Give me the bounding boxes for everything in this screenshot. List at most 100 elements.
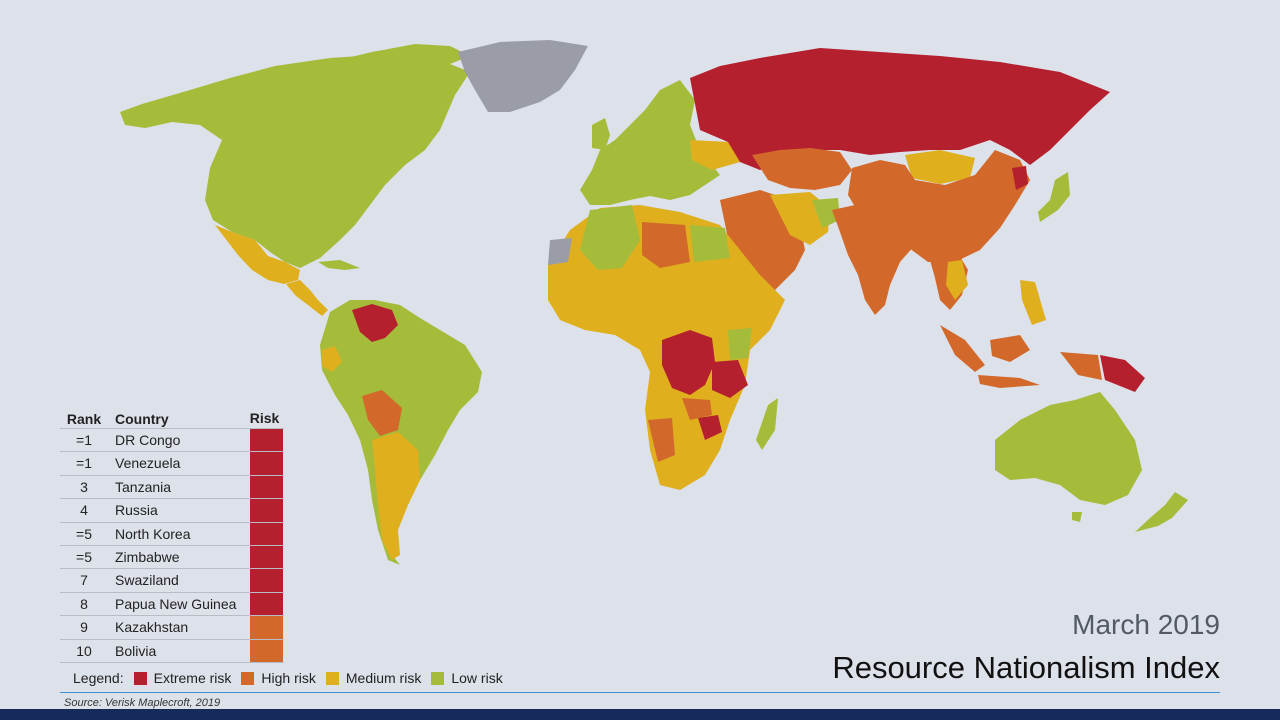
east-africa-low (728, 328, 752, 360)
table-row: 9 Kazakhstan (60, 615, 284, 639)
divider-line (60, 692, 1220, 693)
country-cell: Venezuela (115, 455, 181, 472)
country-cell: Russia (115, 502, 158, 519)
bolivia-region (362, 390, 402, 436)
europe-region (580, 80, 720, 205)
source-note: Source: Verisk Maplecroft, 2019 (64, 697, 221, 709)
legend-item-low: Low risk (431, 670, 503, 686)
table-row: =5 North Korea (60, 521, 284, 545)
legend-item-medium: Medium risk (325, 670, 422, 686)
rank-cell: =1 (76, 432, 92, 448)
mongolia-region (905, 150, 975, 184)
risk-swatch (250, 499, 283, 522)
ranking-table: Rank Country Risk =1 DR Congo =1 Venezue… (60, 408, 284, 663)
png-region (1100, 355, 1145, 392)
legend-swatch (431, 671, 445, 685)
legend-item-high: High risk (241, 670, 316, 686)
table-row: =5 Zimbabwe (60, 544, 284, 569)
ukraine-region (690, 140, 740, 170)
legend-swatch (133, 671, 147, 685)
table-row: =1 Venezuela (60, 451, 284, 475)
risk-swatch (250, 616, 283, 639)
report-date: March 2019 (1072, 609, 1220, 640)
arctic-islands (300, 44, 470, 84)
legend-item-label: High risk (261, 670, 316, 686)
table-row: =1 DR Congo (60, 428, 284, 452)
country-cell: Zimbabwe (115, 548, 180, 565)
greenland-region (458, 40, 588, 112)
risk-swatch (250, 522, 283, 545)
risk-swatch (250, 592, 283, 616)
tasmania-island (1072, 512, 1082, 522)
egypt-region (690, 225, 730, 262)
thailand-region (946, 260, 968, 300)
south-america-region (320, 300, 482, 565)
philippines-region (1020, 280, 1046, 325)
west-sahara-region (548, 238, 572, 265)
uk-island (592, 118, 610, 150)
risk-swatch (250, 429, 283, 452)
tanzania-region (712, 360, 748, 398)
table-row: 7 Swaziland (60, 568, 284, 592)
legend-item-extreme: Extreme risk (133, 670, 232, 686)
rank-cell: 4 (80, 502, 88, 519)
russia-region (690, 48, 1110, 170)
rank-cell: =1 (76, 455, 92, 472)
country-cell: Papua New Guinea (115, 595, 237, 612)
mexico-region (215, 225, 300, 284)
namibia-region (648, 418, 675, 462)
country-cell: DR Congo (115, 432, 181, 448)
country-cell: Bolivia (115, 642, 157, 659)
table-row: 3 Tanzania (60, 474, 284, 499)
afghanistan-region (812, 198, 840, 228)
table-row: 4 Russia (60, 498, 284, 522)
risk-swatch (250, 452, 283, 475)
header-rank: Rank (66, 411, 102, 427)
india-region (832, 205, 915, 315)
country-cell: Tanzania (115, 478, 172, 495)
footer-bar (0, 709, 1280, 720)
country-cell: Kazakhstan (115, 619, 189, 636)
legend-swatch (241, 671, 255, 685)
japan-region (1038, 172, 1070, 222)
table-row: 8 Papua New Guinea (60, 591, 284, 616)
page-title: Resource Nationalism Index (832, 650, 1220, 685)
north-korea-region (1012, 166, 1028, 190)
argentina-region (372, 432, 420, 560)
libya-region (642, 222, 690, 268)
country-cell: North Korea (115, 525, 191, 542)
madagascar-island (756, 398, 778, 450)
rank-cell: 9 (80, 619, 88, 636)
new-zealand-region (1135, 492, 1188, 532)
header-risk: Risk (249, 410, 280, 426)
legend-item-label: Extreme risk (153, 670, 232, 686)
country-cell: Swaziland (115, 572, 179, 589)
australia-region (995, 392, 1142, 505)
cuba-island (318, 260, 360, 270)
central-america-region (286, 280, 328, 316)
table-row: 10 Bolivia (60, 638, 284, 663)
north-america-region (120, 54, 470, 268)
peru-region (322, 346, 342, 372)
risk-swatch (250, 569, 283, 592)
north-africa-low (580, 205, 640, 270)
rank-cell: 8 (80, 595, 88, 612)
table-header: Rank Country Risk (60, 408, 284, 428)
legend-item-label: Medium risk (345, 670, 422, 686)
drc-region (662, 330, 715, 395)
indonesia-region (940, 325, 1040, 388)
legend-item-label: Low risk (451, 670, 503, 686)
legend-swatch (325, 671, 339, 685)
map-legend: Legend: Extreme risk High risk Medium ri… (73, 670, 503, 686)
legend-label: Legend: (73, 670, 124, 686)
rank-cell: 10 (76, 642, 92, 659)
risk-swatch (250, 545, 283, 569)
venezuela-region (352, 304, 398, 342)
rank-cell: =5 (76, 548, 92, 565)
risk-swatch (250, 475, 283, 499)
kazakhstan-region (752, 148, 852, 190)
rank-cell: 7 (80, 572, 88, 589)
zambia-region (682, 398, 712, 420)
zimbabwe-region (698, 415, 722, 440)
